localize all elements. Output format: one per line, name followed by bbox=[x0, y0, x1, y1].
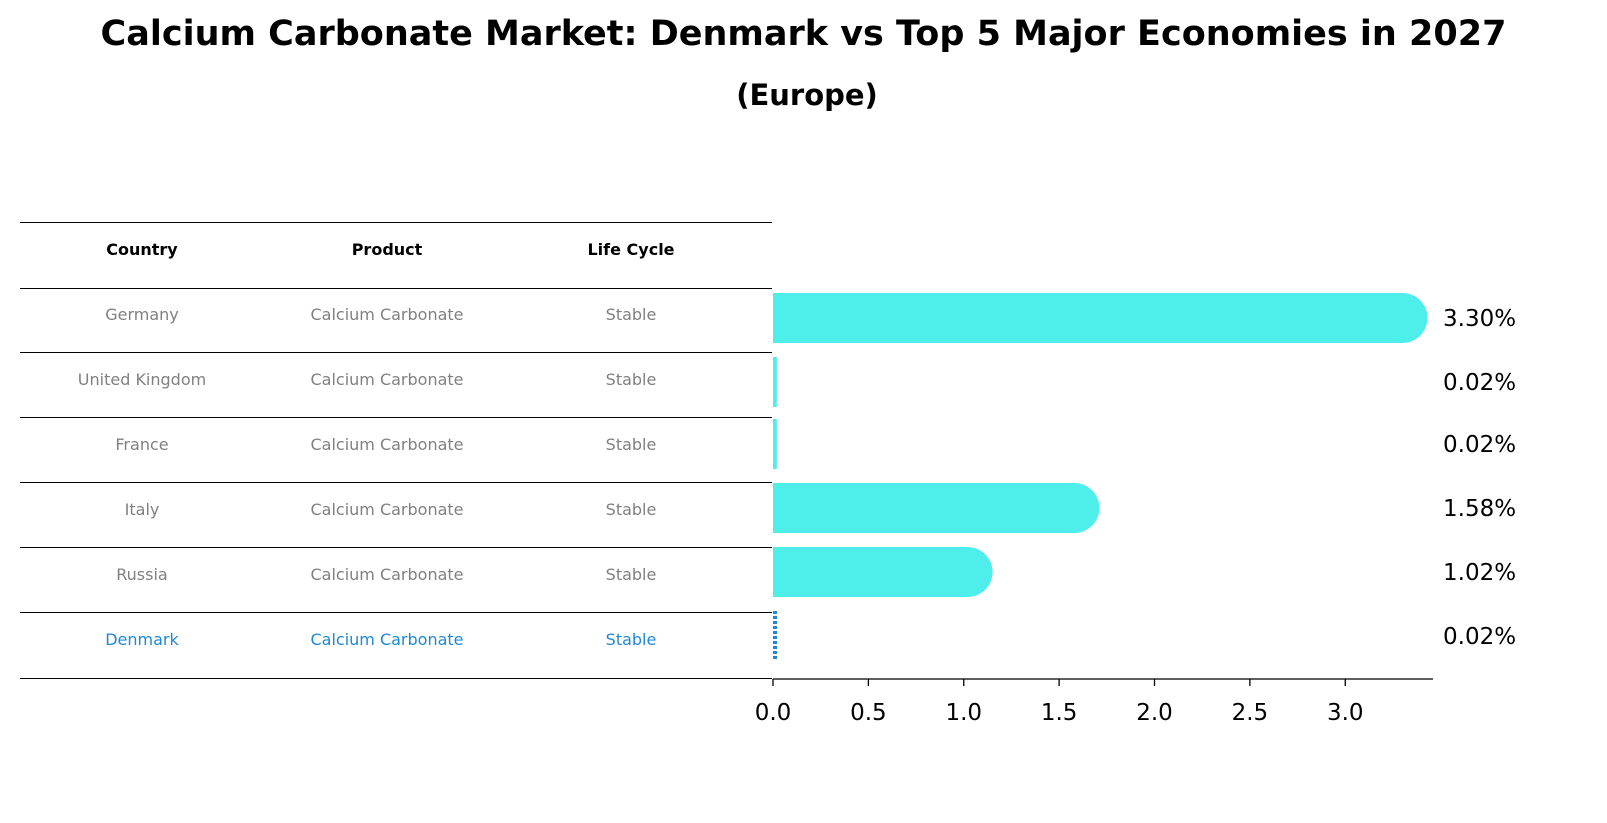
chart-title: Calcium Carbonate Market: Denmark vs Top… bbox=[100, 14, 1507, 54]
data-label: 0.02% bbox=[1443, 370, 1516, 396]
bar bbox=[773, 293, 1428, 343]
table-rule bbox=[20, 612, 772, 613]
bar bbox=[773, 357, 777, 407]
table-rule bbox=[20, 417, 772, 418]
table-cell: Calcium Carbonate bbox=[310, 565, 464, 584]
table-cell: Denmark bbox=[105, 630, 179, 649]
table-cell: Calcium Carbonate bbox=[310, 370, 464, 389]
table-rule bbox=[20, 482, 772, 483]
table-rule bbox=[20, 222, 772, 223]
table-header: Country bbox=[106, 240, 178, 259]
table-cell: Calcium Carbonate bbox=[310, 500, 464, 519]
table-cell: Stable bbox=[605, 370, 657, 389]
data-label: 0.02% bbox=[1443, 624, 1516, 650]
table-cell: Stable bbox=[605, 500, 657, 519]
x-tick-label: 1.0 bbox=[945, 700, 982, 726]
table-cell: Stable bbox=[605, 305, 657, 324]
table-rule bbox=[20, 352, 772, 353]
bar bbox=[773, 483, 1100, 533]
bar bbox=[773, 547, 993, 597]
table-cell: Italy bbox=[124, 500, 160, 519]
chart-subtitle: (Europe) bbox=[736, 78, 878, 112]
data-label: 0.02% bbox=[1443, 432, 1516, 458]
data-label: 1.02% bbox=[1443, 560, 1516, 586]
table-cell: Stable bbox=[605, 435, 657, 454]
table-rule bbox=[20, 288, 772, 289]
table-cell: Russia bbox=[116, 565, 168, 584]
table-cell: Calcium Carbonate bbox=[310, 435, 464, 454]
x-tick-label: 2.0 bbox=[1136, 700, 1173, 726]
table-rule bbox=[20, 547, 772, 548]
bar bbox=[773, 419, 777, 469]
x-tick-label: 0.5 bbox=[850, 700, 887, 726]
table-cell: Calcium Carbonate bbox=[310, 305, 464, 324]
table-header: Product bbox=[351, 240, 423, 259]
table-header: Life Cycle bbox=[587, 240, 675, 259]
x-tick-label: 1.5 bbox=[1041, 700, 1078, 726]
table-cell: Germany bbox=[105, 305, 179, 324]
data-label: 1.58% bbox=[1443, 496, 1516, 522]
data-label: 3.30% bbox=[1443, 306, 1516, 332]
table-cell: France bbox=[115, 435, 169, 454]
x-tick-label: 0.0 bbox=[755, 700, 792, 726]
x-tick-label: 2.5 bbox=[1232, 700, 1269, 726]
table-cell: Calcium Carbonate bbox=[310, 630, 464, 649]
table-rule bbox=[20, 678, 772, 679]
x-tick-label: 3.0 bbox=[1327, 700, 1364, 726]
table-cell: Stable bbox=[605, 630, 657, 649]
table-cell: Stable bbox=[605, 565, 657, 584]
table-cell: United Kingdom bbox=[77, 370, 207, 389]
